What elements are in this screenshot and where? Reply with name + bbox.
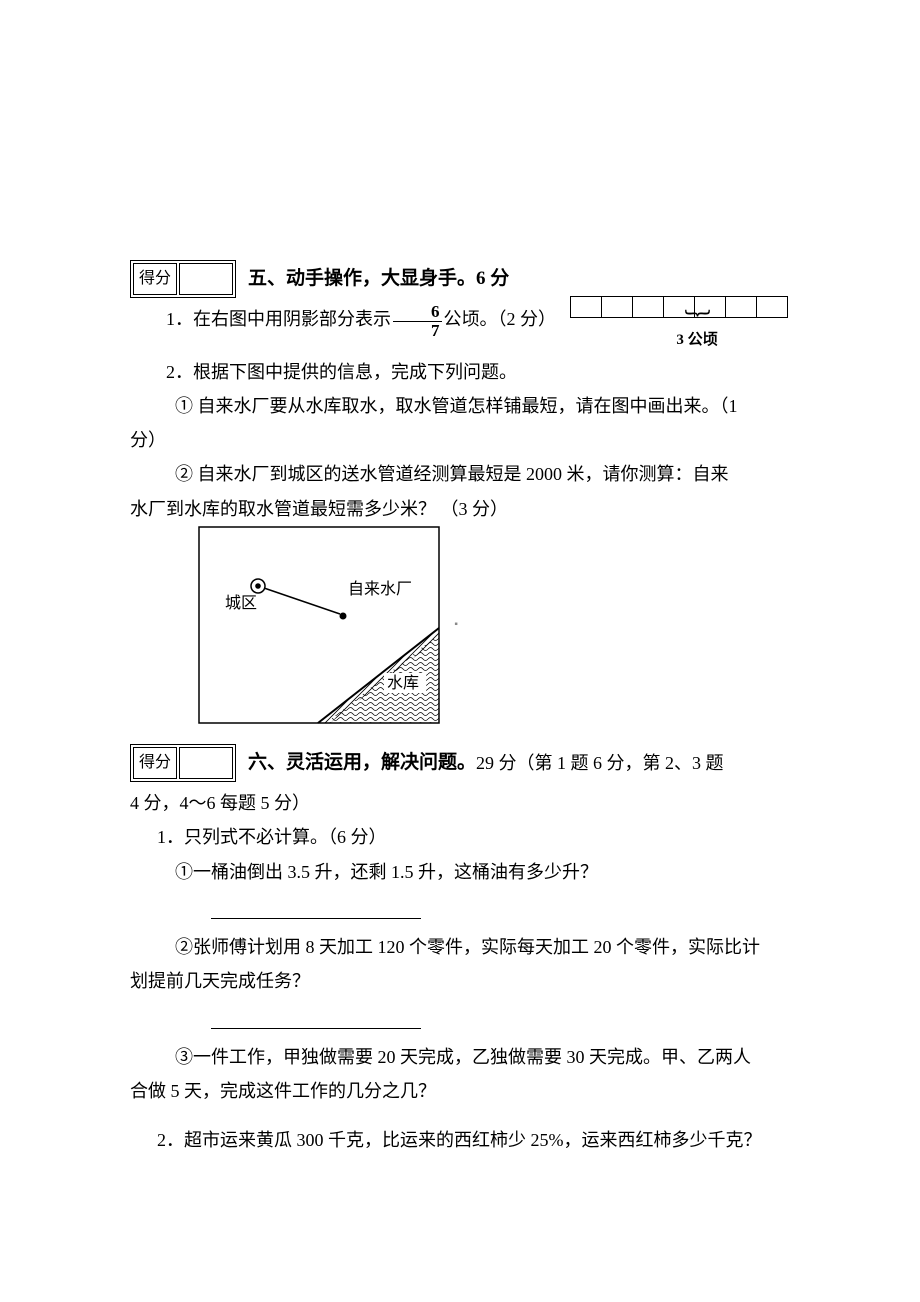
q5-1-a: 在右图中用阴影部分表示 [193,309,391,329]
score-box-6: 得分 [130,744,236,782]
section-5-points: 6 分 [476,268,509,289]
section-6-points-a: 29 分（第 1 题 6 分，第 2、3 题 [476,746,724,780]
hectare-cell [726,297,757,318]
q5-2-1a: ① 自来水厂要从水库取水，取水管道怎样铺最短，请在图中画出来。（1 [130,389,790,423]
q5-2-2a: ② 自来水厂到城区的送水管道经测算最短是 2000 米，请你测算：自来 [130,457,790,491]
q6-2-num: 2． [157,1130,184,1150]
hectare-cell [602,297,633,318]
reservoir-label: 水库 [387,674,419,692]
q5-1-b: 公顷。（2 分） [444,309,557,329]
section-6-number: 六、 [248,752,286,773]
side-dot: ▪ [454,615,458,634]
q5-2-2b: 水厂到水库的取水管道最短需多少米？ （3 分） [130,492,790,526]
city-dot [256,583,262,589]
answer-line [130,896,790,930]
q5-1-text: 1．在右图中用阴影部分表示67公顷。（2 分） [130,302,556,339]
q6-1: 1．只列式不必计算。（6 分） [130,820,790,854]
fraction-6-7: 67 [393,303,442,340]
plant-dot [340,612,347,619]
section-6-title: 六、灵活运用，解决问题。 [248,745,476,781]
exam-page: 得分 五、动手操作，大显身手。6 分 1．在右图中用阴影部分表示67公顷。（2 … [0,0,920,1257]
section-5-name: 动手操作，大显身手。 [286,268,476,289]
q6-2: 2．超市运来黄瓜 300 千克，比运来的西红柿少 25%，运来西红柿多少千克？ [130,1123,790,1157]
q6-1-num: 1． [157,827,184,847]
section-5-title: 五、动手操作，大显身手。6 分 [248,261,509,297]
q6-1-s2b: 划提前几天完成任务？ [130,964,790,998]
map-diagram: 水库 城区 自来水厂 [198,526,440,724]
q6-1-s3a: ③一件工作，甲独做需要 20 天完成，乙独做需要 30 天完成。甲、乙两人 [130,1040,790,1074]
diagram-row: 水库 城区 自来水厂 ▪ [130,526,790,724]
frac-den: 7 [393,322,442,340]
score-box-5: 得分 [130,260,236,298]
answer-line [130,1006,790,1040]
q6-1-text: 只列式不必计算。（6 分） [184,827,387,847]
score-label: 得分 [133,263,177,295]
section-6-name: 灵活运用，解决问题。 [286,752,476,773]
plant-label: 自来水厂 [348,580,412,598]
q6-1-s1: ①一桶油倒出 3.5 升，还剩 1.5 升，这桶油有多少升？ [130,855,790,889]
hectare-cell [633,297,664,318]
city-plant-line [264,588,340,614]
hectare-table [570,296,788,318]
city-label: 城区 [225,594,257,612]
q5-2: 2．根据下图中提供的信息，完成下列问题。 [130,355,790,389]
q6-1-s2a: ②张师傅计划用 8 天加工 120 个零件，实际每天加工 20 个零件，实际比计 [130,930,790,964]
q5-1-num: 1． [166,309,193,329]
q5-1: 1．在右图中用阴影部分表示67公顷。（2 分） ︸ 3 公顷 [130,302,790,355]
hectare-strip: ︸ 3 公顷 [570,296,788,355]
q5-2-text: 根据下图中提供的信息，完成下列问题。 [193,362,517,382]
section-6-header: 得分 六、灵活运用，解决问题。 29 分（第 1 题 6 分，第 2、3 题 [130,744,790,782]
q5-2-num: 2． [166,362,193,382]
score-label: 得分 [133,747,177,779]
hectare-cell [757,297,788,318]
hectare-caption: 3 公顷 [570,326,788,355]
frac-num: 6 [393,303,442,322]
hectare-cell [571,297,602,318]
section-5-header: 得分 五、动手操作，大显身手。6 分 [130,260,790,298]
q5-2-1b: 分） [130,423,790,457]
score-blank [179,747,233,779]
section-5-number: 五、 [248,268,286,289]
section-6-points-b: 4 分，4～6 每题 5 分） [130,786,790,820]
q6-2-text: 超市运来黄瓜 300 千克，比运来的西红柿少 25%，运来西红柿多少千克？ [184,1130,762,1150]
score-blank [179,263,233,295]
q6-1-s3b: 合做 5 天，完成这件工作的几分之几？ [130,1074,790,1108]
